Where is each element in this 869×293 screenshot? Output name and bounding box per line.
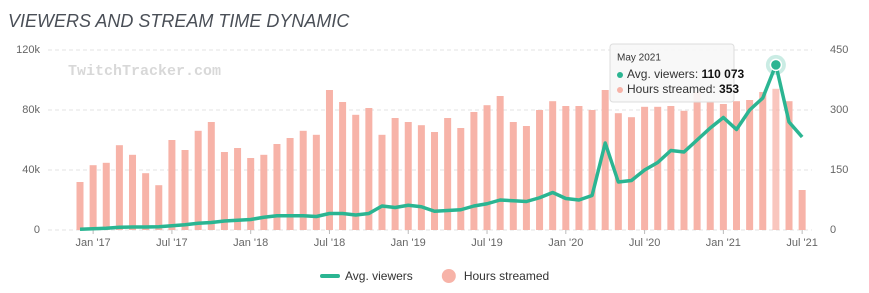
tooltip-value: 110 073 bbox=[701, 67, 744, 81]
y2-tick-label: 450 bbox=[830, 44, 848, 56]
bar bbox=[614, 113, 622, 230]
bar bbox=[693, 92, 701, 230]
bar bbox=[444, 118, 452, 230]
bar bbox=[522, 126, 530, 230]
bar bbox=[457, 128, 465, 230]
bar bbox=[483, 105, 491, 230]
tooltip-marker bbox=[617, 87, 623, 93]
x-tick-label: Jan '19 bbox=[391, 237, 426, 249]
bar bbox=[470, 112, 478, 230]
x-tick-label: Jan '20 bbox=[548, 237, 583, 249]
bar bbox=[220, 152, 228, 230]
bar bbox=[680, 110, 688, 230]
bar bbox=[536, 110, 544, 230]
tooltip-sep: : bbox=[712, 82, 719, 96]
bar bbox=[339, 102, 347, 230]
bar bbox=[273, 144, 281, 230]
bar bbox=[102, 162, 110, 230]
tooltip-row: Hours streamed: 353 bbox=[627, 82, 739, 96]
legend-swatch bbox=[441, 269, 456, 283]
bar bbox=[378, 134, 386, 230]
x-tick-label: Jul '19 bbox=[471, 237, 502, 249]
bar bbox=[391, 118, 399, 230]
bar bbox=[601, 90, 609, 230]
hover-point bbox=[769, 58, 783, 72]
chart-title: VIEWERS AND STREAM TIME DYNAMIC bbox=[8, 11, 350, 31]
legend-label: Avg. viewers bbox=[345, 269, 413, 283]
bar bbox=[785, 101, 793, 230]
bar bbox=[798, 190, 806, 230]
bar bbox=[719, 104, 727, 230]
y-tick-label: 80k bbox=[22, 104, 40, 116]
x-tick-label: Jan '21 bbox=[706, 237, 741, 249]
legend-label: Hours streamed bbox=[464, 269, 549, 283]
bar bbox=[352, 114, 360, 230]
bar bbox=[194, 130, 202, 230]
x-tick-label: Jan '18 bbox=[233, 237, 268, 249]
watermark: TwitchTracker.com bbox=[68, 63, 221, 80]
tooltip-series: Hours streamed bbox=[627, 82, 712, 96]
y2-tick-label: 300 bbox=[830, 104, 848, 116]
bar bbox=[325, 90, 333, 230]
bar bbox=[772, 88, 780, 230]
bar bbox=[365, 108, 373, 230]
bar bbox=[234, 148, 242, 230]
bar bbox=[115, 145, 123, 230]
tooltip-marker bbox=[617, 72, 623, 78]
bar bbox=[667, 106, 675, 230]
bar bbox=[746, 100, 754, 230]
y-tick-label: 120k bbox=[16, 44, 40, 56]
bar bbox=[654, 106, 662, 230]
tooltip-sep: : bbox=[695, 67, 702, 81]
bar bbox=[759, 92, 767, 230]
y2-tick-label: 150 bbox=[830, 164, 848, 176]
bar bbox=[562, 106, 570, 230]
bar bbox=[260, 154, 268, 230]
tooltip-value: 353 bbox=[719, 82, 739, 96]
bar bbox=[575, 106, 583, 230]
bar bbox=[549, 101, 557, 230]
y-tick-label: 40k bbox=[22, 164, 40, 176]
bar bbox=[181, 150, 189, 230]
y-tick-label: 0 bbox=[34, 224, 40, 236]
x-tick-label: Jul '17 bbox=[156, 237, 187, 249]
bar bbox=[627, 117, 635, 230]
bar bbox=[76, 182, 84, 230]
bar bbox=[129, 154, 137, 230]
bar bbox=[142, 173, 150, 230]
x-tick-label: Jul '20 bbox=[629, 237, 660, 249]
bar bbox=[404, 122, 412, 230]
bar bbox=[286, 138, 294, 230]
y2-tick-label: 0 bbox=[830, 224, 836, 236]
bar bbox=[588, 110, 596, 230]
bar bbox=[431, 132, 439, 230]
tooltip-title: May 2021 bbox=[617, 53, 661, 64]
x-tick-label: Jan '17 bbox=[76, 237, 111, 249]
tooltip-box bbox=[609, 43, 735, 103]
bar bbox=[207, 122, 215, 230]
bar bbox=[299, 130, 307, 230]
bar bbox=[496, 96, 504, 230]
bar bbox=[706, 102, 714, 230]
x-tick-label: Jul '21 bbox=[786, 237, 817, 249]
bar bbox=[312, 134, 320, 230]
bar bbox=[417, 125, 425, 230]
tooltip-row: Avg. viewers: 110 073 bbox=[627, 67, 745, 81]
bar bbox=[155, 185, 163, 230]
bar bbox=[509, 122, 517, 230]
bar bbox=[247, 158, 255, 230]
line bbox=[79, 63, 804, 231]
tooltip-series: Avg. viewers bbox=[627, 67, 695, 81]
bar bbox=[733, 101, 740, 230]
x-tick-label: Jul '18 bbox=[314, 237, 345, 249]
bar bbox=[168, 140, 176, 230]
bar bbox=[89, 165, 97, 230]
